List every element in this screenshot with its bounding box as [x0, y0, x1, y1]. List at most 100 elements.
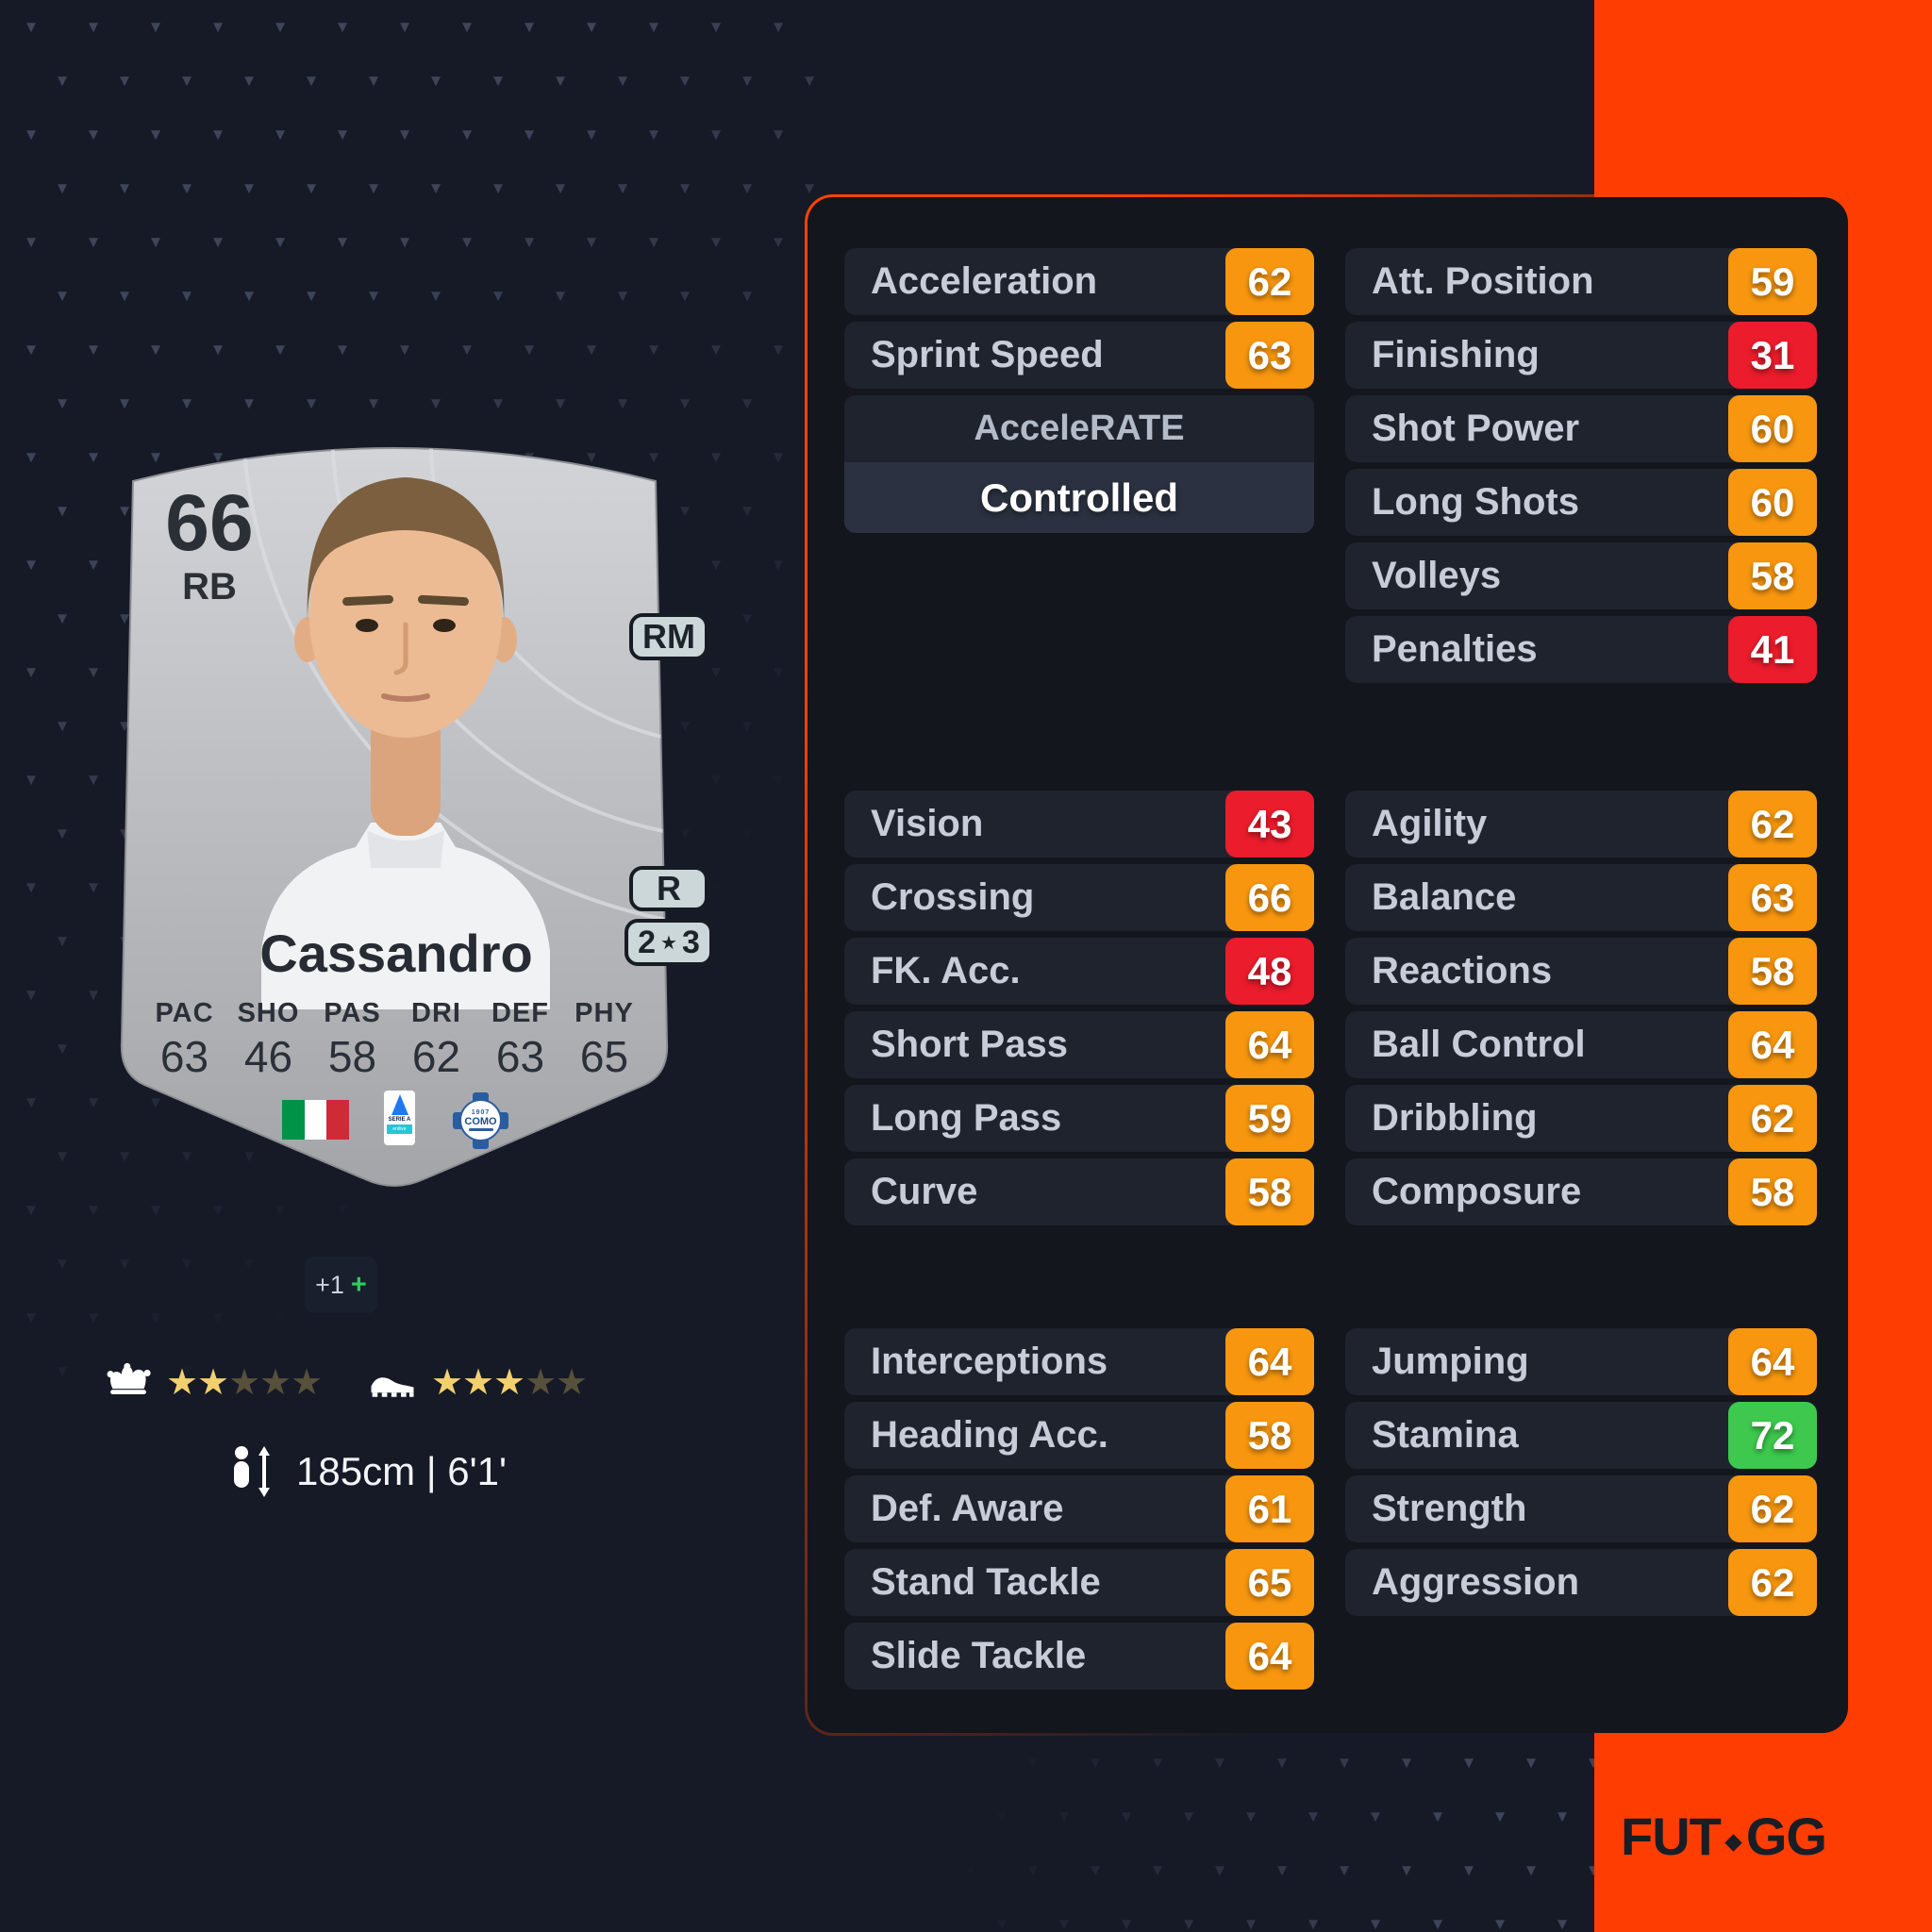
- star-icon: ★: [259, 1362, 292, 1403]
- rating-boost-badge: +1 +: [305, 1257, 377, 1313]
- face-stat-pac: PAC 63: [155, 998, 214, 1081]
- stat-value-badge: 63: [1728, 864, 1817, 931]
- stat-value-badge: 62: [1728, 1475, 1817, 1542]
- boot-icon: [367, 1366, 418, 1398]
- face-stat-pas: PAS 58: [324, 998, 381, 1081]
- stat-value-badge: 65: [1225, 1549, 1314, 1616]
- skill-weakfoot-chip: 2 ★ 3: [625, 919, 713, 966]
- card-player-name: Cassandro: [259, 924, 533, 983]
- face-stat-dri: DRI 62: [411, 998, 461, 1081]
- stat-value-badge: 64: [1225, 1623, 1314, 1690]
- stat-value-badge: 59: [1225, 1085, 1314, 1152]
- jester-hat-icon: [104, 1361, 153, 1403]
- stat-value-badge: 64: [1728, 1328, 1817, 1395]
- futgg-logo-text-gg: GG: [1745, 1806, 1827, 1866]
- face-stat-def: DEF 63: [491, 998, 549, 1081]
- star-icon: ★: [556, 1362, 589, 1403]
- star-icon: ★: [525, 1362, 558, 1403]
- stat-row-fk-acc: FK. Acc. 48: [844, 938, 1314, 1005]
- stat-value-badge: 48: [1225, 938, 1314, 1005]
- card-overall-rating: 66: [165, 478, 254, 567]
- stat-value-badge: 72: [1728, 1402, 1817, 1469]
- stat-row-composure: Composure 58: [1345, 1158, 1817, 1225]
- person-height-icon: [234, 1446, 270, 1497]
- plus-icon: +: [350, 1269, 367, 1300]
- stat-value-badge: 58: [1728, 542, 1817, 609]
- stat-value-badge: 64: [1225, 1011, 1314, 1078]
- stat-value-badge: 61: [1225, 1475, 1314, 1542]
- stat-value-badge: 63: [1225, 322, 1314, 389]
- stat-value-badge: 62: [1728, 1085, 1817, 1152]
- preferred-foot-chip: R: [629, 866, 708, 911]
- stat-row-stand-tackle: Stand Tackle 65: [844, 1549, 1314, 1616]
- star-icon: ★: [660, 932, 677, 954]
- stat-row-reactions: Reactions 58: [1345, 938, 1817, 1005]
- stat-value-badge: 58: [1728, 1158, 1817, 1225]
- stat-value-badge: 60: [1728, 395, 1817, 462]
- star-icon: ★: [493, 1362, 526, 1403]
- stat-row-balance: Balance 63: [1345, 864, 1817, 931]
- stat-value-badge: 59: [1728, 248, 1817, 315]
- stat-row-aggression: Aggression 62: [1345, 1549, 1817, 1616]
- stat-row-att-position: Att. Position 59: [1345, 248, 1817, 315]
- stats-panel-border: Acceleration 62 Sprint Speed 63 AcceleRA…: [805, 194, 1851, 1736]
- star-icon: ★: [228, 1362, 261, 1403]
- stat-row-jumping: Jumping 64: [1345, 1328, 1817, 1395]
- futgg-logo-text-fut: FUT: [1621, 1806, 1722, 1866]
- stats-panel: Acceleration 62 Sprint Speed 63 AcceleRA…: [808, 197, 1848, 1733]
- stat-row-sprint-speed: Sprint Speed 63: [844, 322, 1314, 389]
- serie-a-logo-icon: SERIE A enilive: [384, 1091, 415, 1145]
- stat-value-badge: 41: [1728, 616, 1817, 683]
- stat-row-stamina: Stamina 72: [1345, 1402, 1817, 1469]
- serie-a-glyph: [391, 1094, 408, 1115]
- stat-row-slide-tackle: Slide Tackle 64: [844, 1623, 1314, 1690]
- stat-row-volleys: Volleys 58: [1345, 542, 1817, 609]
- player-card-art: [120, 447, 669, 1187]
- accelerate-label: AcceleRATE: [844, 395, 1314, 462]
- stat-value-badge: 60: [1728, 469, 1817, 536]
- accelerate-value: Controlled: [844, 462, 1314, 533]
- height-text: 185cm | 6'1': [296, 1449, 508, 1493]
- italy-flag-icon: [282, 1100, 350, 1140]
- stat-value-badge: 58: [1728, 938, 1817, 1005]
- alt-position-chip: RM: [629, 613, 708, 660]
- card-face-stats: PAC 63 SHO 46 PAS 58 DRI 62 DEF 63 PHY 6…: [142, 998, 646, 1082]
- star-icon: ★: [197, 1362, 230, 1403]
- stat-row-heading-acc: Heading Acc. 58: [844, 1402, 1314, 1469]
- stat-value-badge: 66: [1225, 864, 1314, 931]
- player-height: 185cm | 6'1': [226, 1441, 623, 1502]
- player-portrait: [261, 477, 550, 1009]
- skill-moves-rating: ★ ★ ★ ★ ★: [104, 1361, 324, 1404]
- accelerate-block: AcceleRATE Controlled: [844, 395, 1314, 533]
- player-card: 66 RB Cassandro PAC 63 SHO 46 PAS 58 DRI…: [120, 425, 669, 1200]
- stat-value-badge: 58: [1225, 1402, 1314, 1469]
- stat-value-badge: 64: [1225, 1328, 1314, 1395]
- star-icon: ★: [431, 1362, 464, 1403]
- weak-foot-rating: ★ ★ ★ ★ ★: [367, 1361, 589, 1404]
- star-icon: ★: [462, 1362, 495, 1403]
- stat-row-long-pass: Long Pass 59: [844, 1085, 1314, 1152]
- stat-row-finishing: Finishing 31: [1345, 322, 1817, 389]
- triangle-pattern-bottom-right: ▼ ▼ ▼ ▼ ▼ ▼ ▼ ▼ ▼ ▼ ▼ ▼ ▼ ▼ ▼ ▼ ▼ ▼ ▼ ▼ ▼ ▼ ▼ ▼ ▼ ▼ ▼ ▼ ▼ ▼ ▼ ▼ ▼ ▼ ▼ ▼ ▼ ▼ ▼ ▼…: [900, 1754, 1602, 1932]
- stat-value-badge: 62: [1225, 248, 1314, 315]
- stat-row-dribbling: Dribbling 62: [1345, 1085, 1817, 1152]
- stat-row-vision: Vision 43: [844, 791, 1314, 858]
- stat-value-badge: 31: [1728, 322, 1817, 389]
- stat-row-agility: Agility 62: [1345, 791, 1817, 858]
- stat-row-interceptions: Interceptions 64: [844, 1328, 1314, 1395]
- star-icon: ★: [291, 1362, 324, 1403]
- stat-value-badge: 58: [1225, 1158, 1314, 1225]
- stat-row-acceleration: Acceleration 62: [844, 248, 1314, 315]
- star-icon: ★: [166, 1362, 199, 1403]
- stat-value-badge: 43: [1225, 791, 1314, 858]
- stat-value-badge: 62: [1728, 1549, 1817, 1616]
- stat-row-curve: Curve 58: [844, 1158, 1314, 1225]
- card-position: RB: [182, 566, 237, 608]
- futgg-logo: FUT GG: [1621, 1806, 1904, 1866]
- stat-row-crossing: Crossing 66: [844, 864, 1314, 931]
- stat-row-long-shots: Long Shots 60: [1345, 469, 1817, 536]
- face-stat-sho: SHO 46: [237, 998, 300, 1081]
- stat-row-shot-power: Shot Power 60: [1345, 395, 1817, 462]
- star-ratings-row: ★ ★ ★ ★ ★ ★ ★ ★ ★ ★: [104, 1349, 632, 1415]
